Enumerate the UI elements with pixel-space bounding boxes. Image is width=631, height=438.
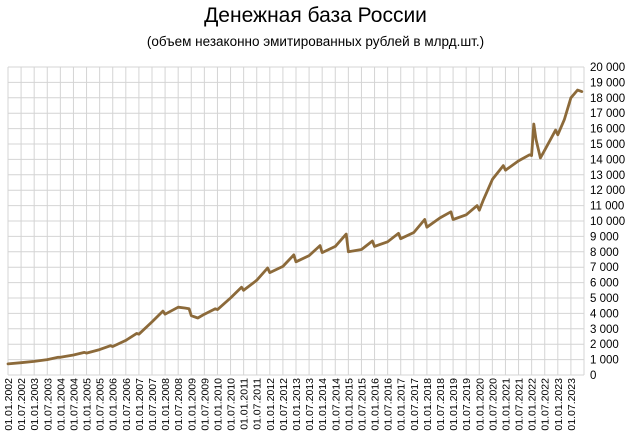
x-tick-label: 01.01.2022 — [527, 378, 539, 431]
x-tick-label: 01.01.2006 — [108, 378, 120, 431]
x-tick-label: 01.07.2010 — [226, 378, 238, 431]
x-tick-label: 01.07.2011 — [252, 378, 264, 430]
y-tick-label: 14 000 — [590, 154, 625, 166]
y-tick-label: 4 000 — [590, 308, 619, 320]
y-tick-label: 15 000 — [590, 139, 625, 151]
x-tick-label: 01.07.2008 — [173, 378, 185, 431]
y-tick-label: 7 000 — [590, 262, 619, 274]
x-tick-label: 01.07.2005 — [95, 378, 107, 431]
chart-title: Денежная база России — [204, 4, 427, 27]
y-tick-label: 9 000 — [590, 231, 619, 243]
y-tick-label: 5 000 — [590, 293, 619, 305]
x-tick-label: 01.07.2023 — [566, 378, 578, 431]
x-tick-label: 01.01.2005 — [82, 378, 94, 431]
y-tick-label: 2 000 — [590, 339, 619, 351]
x-tick-label: 01.01.2009 — [186, 378, 198, 431]
y-tick-label: 18 000 — [590, 93, 625, 105]
x-tick-label: 01.01.2003 — [29, 378, 41, 431]
x-tick-label: 01.07.2012 — [278, 378, 290, 431]
x-tick-label: 01.07.2007 — [147, 378, 159, 431]
x-tick-label: 01.07.2004 — [68, 378, 80, 431]
x-tick-label: 01.07.2021 — [514, 378, 526, 431]
y-tick-label: 8 000 — [590, 247, 619, 259]
x-tick-label: 01.01.2016 — [370, 378, 382, 431]
x-tick-label: 01.07.2014 — [330, 378, 342, 431]
x-tick-label: 01.07.2002 — [16, 378, 28, 431]
y-tick-label: 19 000 — [590, 77, 625, 89]
chart-subtitle: (объем незаконно эмитированных рублей в … — [146, 34, 485, 49]
x-tick-label: 01.07.2006 — [121, 378, 133, 431]
x-tick-label: 01.01.2013 — [291, 378, 303, 431]
x-tick-label: 01.01.2010 — [212, 378, 224, 431]
x-tick-label: 01.01.2004 — [55, 378, 67, 431]
x-tick-label: 01.07.2019 — [461, 378, 473, 431]
series-lines — [6, 88, 584, 366]
y-tick-label: 0 — [590, 370, 596, 382]
x-tick-label: 01.01.2021 — [500, 378, 512, 431]
y-tick-label: 20 000 — [590, 62, 625, 74]
x-tick-label: 01.01.2023 — [553, 378, 565, 431]
x-tick-label: 01.01.2019 — [448, 378, 460, 431]
y-axis-ticks: 0 1 000 2 000 3 000 4 000 5 000 6 000 7 000 8 00… — [590, 62, 625, 382]
x-tick-label: 01.07.2020 — [487, 378, 499, 431]
y-tick-label: 11 000 — [590, 201, 624, 213]
x-tick-label: 01.07.2015 — [356, 378, 368, 431]
x-tick-label: 01.01.2012 — [265, 378, 277, 431]
y-tick-label: 3 000 — [590, 324, 619, 336]
x-tick-label: 01.01.2014 — [317, 378, 329, 431]
y-tick-label: 1 000 — [590, 355, 619, 367]
x-tick-label: 01.07.2017 — [409, 378, 421, 431]
x-tick-label: 01.01.2018 — [422, 378, 434, 431]
x-tick-label: 01.07.2018 — [435, 378, 447, 431]
x-tick-label: 01.01.2002 — [3, 378, 15, 431]
x-tick-label: 01.01.2017 — [396, 378, 408, 431]
x-axis-ticks: 01.01.2002 01.07.2002 01.01.2003 01.07.2003… — [3, 378, 578, 431]
y-tick-label: 13 000 — [590, 170, 625, 182]
x-tick-label: 01.01.2007 — [134, 378, 146, 431]
y-tick-label: 6 000 — [590, 278, 619, 290]
x-tick-label: 01.07.2009 — [199, 378, 211, 431]
x-tick-label: 01.07.2013 — [304, 378, 316, 431]
x-tick-label: 01.01.2011 — [239, 378, 251, 430]
x-tick-label: 01.07.2022 — [540, 378, 552, 431]
x-tick-label: 01.07.2016 — [383, 378, 395, 431]
series-line — [6, 88, 584, 366]
x-tick-label: 01.01.2008 — [160, 378, 172, 431]
y-tick-label: 10 000 — [590, 216, 625, 228]
x-tick-label: 01.01.2020 — [474, 378, 486, 431]
x-tick-label: 01.01.2015 — [343, 378, 355, 431]
y-tick-label: 12 000 — [590, 185, 625, 197]
x-tick-label: 01.07.2003 — [42, 378, 54, 431]
y-tick-label: 16 000 — [590, 124, 625, 136]
y-tick-label: 17 000 — [590, 108, 625, 120]
chart-grid — [7, 66, 585, 376]
